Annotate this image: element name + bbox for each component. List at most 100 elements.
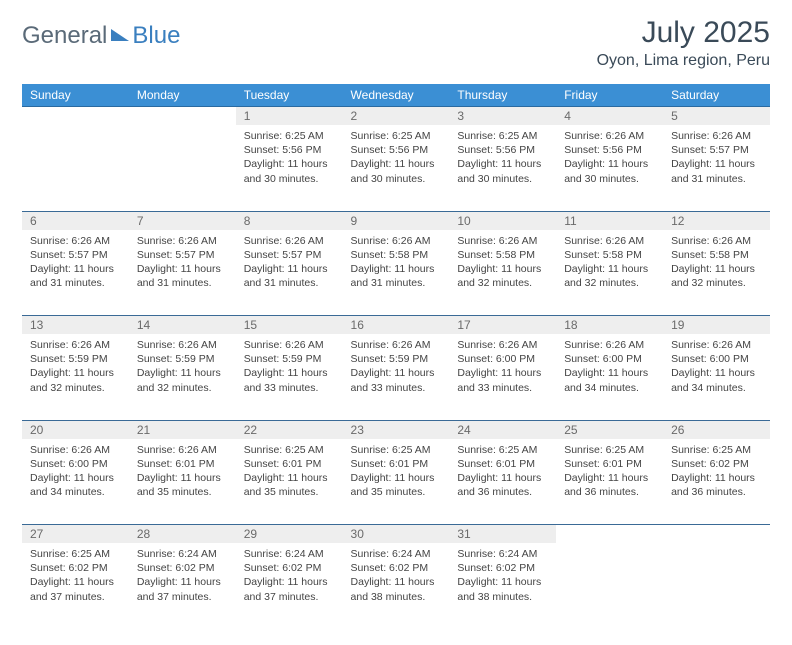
day-details: Sunrise: 6:25 AMSunset: 5:56 PMDaylight:… xyxy=(449,125,556,192)
sunset-text: Sunset: 5:59 PM xyxy=(351,352,442,366)
day-details: Sunrise: 6:25 AMSunset: 6:01 PMDaylight:… xyxy=(236,439,343,506)
day-number-cell xyxy=(556,525,663,544)
sunrise-text: Sunrise: 6:25 AM xyxy=(351,129,442,143)
day-content-cell xyxy=(556,543,663,629)
daylight-text: Daylight: 11 hours and 36 minutes. xyxy=(457,471,548,499)
sunrise-text: Sunrise: 6:26 AM xyxy=(137,443,228,457)
daylight-text: Daylight: 11 hours and 38 minutes. xyxy=(457,575,548,603)
sunrise-text: Sunrise: 6:25 AM xyxy=(671,443,762,457)
sunset-text: Sunset: 5:58 PM xyxy=(564,248,655,262)
day-number-cell xyxy=(663,525,770,544)
sunrise-text: Sunrise: 6:25 AM xyxy=(244,129,335,143)
day-content-cell: Sunrise: 6:25 AMSunset: 6:01 PMDaylight:… xyxy=(556,439,663,525)
day-number-cell: 22 xyxy=(236,420,343,439)
daylight-text: Daylight: 11 hours and 31 minutes. xyxy=(351,262,442,290)
sunrise-text: Sunrise: 6:26 AM xyxy=(30,338,121,352)
day-number-cell: 25 xyxy=(556,420,663,439)
day-content-cell: Sunrise: 6:25 AMSunset: 6:01 PMDaylight:… xyxy=(343,439,450,525)
weekday-header-row: Sunday Monday Tuesday Wednesday Thursday… xyxy=(22,84,770,107)
day-number-row: 6789101112 xyxy=(22,211,770,230)
day-details: Sunrise: 6:26 AMSunset: 6:00 PMDaylight:… xyxy=(22,439,129,506)
day-number-cell: 5 xyxy=(663,107,770,126)
day-number-cell: 8 xyxy=(236,211,343,230)
sunset-text: Sunset: 5:59 PM xyxy=(137,352,228,366)
sunrise-text: Sunrise: 6:26 AM xyxy=(671,129,762,143)
day-number-cell: 12 xyxy=(663,211,770,230)
sunset-text: Sunset: 6:01 PM xyxy=(457,457,548,471)
sunrise-text: Sunrise: 6:26 AM xyxy=(671,338,762,352)
sunrise-text: Sunrise: 6:25 AM xyxy=(457,129,548,143)
sunset-text: Sunset: 6:01 PM xyxy=(351,457,442,471)
day-content-cell: Sunrise: 6:25 AMSunset: 6:01 PMDaylight:… xyxy=(449,439,556,525)
month-title: July 2025 xyxy=(597,16,770,50)
weekday-header: Tuesday xyxy=(236,84,343,107)
daylight-text: Daylight: 11 hours and 31 minutes. xyxy=(671,157,762,185)
daylight-text: Daylight: 11 hours and 33 minutes. xyxy=(244,366,335,394)
calendar-table: Sunday Monday Tuesday Wednesday Thursday… xyxy=(22,84,770,629)
weekday-header: Thursday xyxy=(449,84,556,107)
day-content-row: Sunrise: 6:25 AMSunset: 5:56 PMDaylight:… xyxy=(22,125,770,211)
day-content-cell: Sunrise: 6:26 AMSunset: 5:59 PMDaylight:… xyxy=(343,334,450,420)
day-content-cell: Sunrise: 6:26 AMSunset: 6:00 PMDaylight:… xyxy=(449,334,556,420)
day-number-cell: 20 xyxy=(22,420,129,439)
brand-part1: General xyxy=(22,22,107,50)
day-number-cell xyxy=(22,107,129,126)
day-number-cell: 28 xyxy=(129,525,236,544)
daylight-text: Daylight: 11 hours and 30 minutes. xyxy=(244,157,335,185)
sunset-text: Sunset: 6:00 PM xyxy=(30,457,121,471)
day-details: Sunrise: 6:26 AMSunset: 5:59 PMDaylight:… xyxy=(22,334,129,401)
day-content-cell: Sunrise: 6:26 AMSunset: 5:56 PMDaylight:… xyxy=(556,125,663,211)
daylight-text: Daylight: 11 hours and 32 minutes. xyxy=(564,262,655,290)
day-number-cell: 27 xyxy=(22,525,129,544)
day-number-cell: 23 xyxy=(343,420,450,439)
daylight-text: Daylight: 11 hours and 38 minutes. xyxy=(351,575,442,603)
sunrise-text: Sunrise: 6:26 AM xyxy=(137,234,228,248)
day-number-row: 2728293031 xyxy=(22,525,770,544)
daylight-text: Daylight: 11 hours and 32 minutes. xyxy=(137,366,228,394)
day-content-cell: Sunrise: 6:26 AMSunset: 5:59 PMDaylight:… xyxy=(236,334,343,420)
location-text: Oyon, Lima region, Peru xyxy=(597,52,770,70)
daylight-text: Daylight: 11 hours and 33 minutes. xyxy=(457,366,548,394)
day-number-cell: 11 xyxy=(556,211,663,230)
day-content-cell: Sunrise: 6:25 AMSunset: 5:56 PMDaylight:… xyxy=(343,125,450,211)
sunset-text: Sunset: 5:58 PM xyxy=(351,248,442,262)
day-details: Sunrise: 6:26 AMSunset: 5:59 PMDaylight:… xyxy=(343,334,450,401)
day-content-cell: Sunrise: 6:26 AMSunset: 6:00 PMDaylight:… xyxy=(663,334,770,420)
day-number-cell: 14 xyxy=(129,316,236,335)
day-content-cell: Sunrise: 6:26 AMSunset: 5:58 PMDaylight:… xyxy=(663,230,770,316)
day-details: Sunrise: 6:25 AMSunset: 5:56 PMDaylight:… xyxy=(343,125,450,192)
daylight-text: Daylight: 11 hours and 30 minutes. xyxy=(457,157,548,185)
sunrise-text: Sunrise: 6:26 AM xyxy=(244,234,335,248)
day-content-cell xyxy=(22,125,129,211)
weekday-header: Sunday xyxy=(22,84,129,107)
sunset-text: Sunset: 6:01 PM xyxy=(564,457,655,471)
day-details: Sunrise: 6:26 AMSunset: 5:58 PMDaylight:… xyxy=(663,230,770,297)
sunset-text: Sunset: 6:02 PM xyxy=(351,561,442,575)
daylight-text: Daylight: 11 hours and 31 minutes. xyxy=(137,262,228,290)
day-number-cell: 4 xyxy=(556,107,663,126)
daylight-text: Daylight: 11 hours and 30 minutes. xyxy=(564,157,655,185)
sunrise-text: Sunrise: 6:26 AM xyxy=(30,443,121,457)
day-content-row: Sunrise: 6:26 AMSunset: 6:00 PMDaylight:… xyxy=(22,439,770,525)
day-number-cell: 24 xyxy=(449,420,556,439)
sunset-text: Sunset: 6:02 PM xyxy=(671,457,762,471)
day-details: Sunrise: 6:26 AMSunset: 5:58 PMDaylight:… xyxy=(556,230,663,297)
day-content-cell: Sunrise: 6:26 AMSunset: 5:58 PMDaylight:… xyxy=(449,230,556,316)
sunrise-text: Sunrise: 6:26 AM xyxy=(351,234,442,248)
day-details: Sunrise: 6:24 AMSunset: 6:02 PMDaylight:… xyxy=(343,543,450,610)
sunrise-text: Sunrise: 6:26 AM xyxy=(564,234,655,248)
day-content-cell: Sunrise: 6:25 AMSunset: 5:56 PMDaylight:… xyxy=(236,125,343,211)
day-content-cell: Sunrise: 6:26 AMSunset: 5:57 PMDaylight:… xyxy=(129,230,236,316)
sunrise-text: Sunrise: 6:26 AM xyxy=(30,234,121,248)
sunset-text: Sunset: 6:00 PM xyxy=(671,352,762,366)
day-content-cell: Sunrise: 6:26 AMSunset: 5:57 PMDaylight:… xyxy=(236,230,343,316)
day-content-cell: Sunrise: 6:25 AMSunset: 6:01 PMDaylight:… xyxy=(236,439,343,525)
day-content-cell: Sunrise: 6:25 AMSunset: 6:02 PMDaylight:… xyxy=(22,543,129,629)
sunset-text: Sunset: 5:56 PM xyxy=(244,143,335,157)
day-number-cell: 26 xyxy=(663,420,770,439)
day-number-cell: 29 xyxy=(236,525,343,544)
day-details: Sunrise: 6:24 AMSunset: 6:02 PMDaylight:… xyxy=(236,543,343,610)
day-details: Sunrise: 6:26 AMSunset: 5:57 PMDaylight:… xyxy=(22,230,129,297)
day-number-cell: 19 xyxy=(663,316,770,335)
weekday-header: Friday xyxy=(556,84,663,107)
